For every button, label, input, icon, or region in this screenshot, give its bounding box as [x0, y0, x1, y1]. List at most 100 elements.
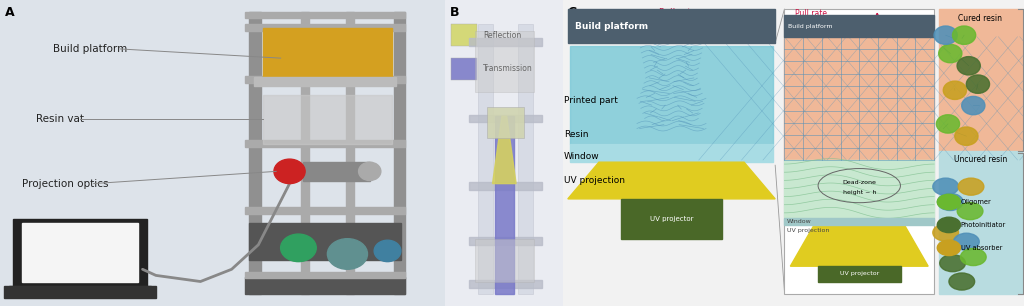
Bar — [394, 12, 406, 294]
Bar — [469, 280, 542, 288]
Polygon shape — [493, 116, 516, 184]
Bar — [469, 115, 542, 122]
Bar — [23, 223, 138, 282]
Text: Transmission: Transmission — [483, 64, 532, 73]
Ellipse shape — [934, 26, 957, 44]
Bar — [245, 207, 406, 214]
Ellipse shape — [358, 162, 381, 181]
Text: Resin vat: Resin vat — [36, 114, 84, 124]
Bar — [570, 46, 773, 144]
Ellipse shape — [967, 75, 989, 93]
Ellipse shape — [943, 81, 967, 99]
Bar — [13, 219, 147, 286]
Text: Reflection: Reflection — [483, 31, 521, 40]
Text: Projection optics: Projection optics — [23, 179, 109, 188]
Ellipse shape — [281, 234, 316, 262]
Ellipse shape — [957, 57, 980, 75]
Circle shape — [937, 194, 961, 210]
Text: Uncured resin: Uncured resin — [953, 155, 1007, 163]
Bar — [9, 286, 152, 294]
Bar — [621, 199, 722, 239]
Ellipse shape — [952, 26, 976, 44]
Circle shape — [953, 233, 979, 250]
Text: Window: Window — [563, 151, 599, 161]
Bar — [570, 144, 773, 162]
Text: B: B — [451, 6, 460, 19]
Circle shape — [937, 193, 964, 211]
Bar — [784, 218, 934, 225]
Bar — [478, 24, 493, 294]
Ellipse shape — [328, 239, 368, 269]
Text: UV projection: UV projection — [786, 228, 829, 233]
Bar — [469, 237, 542, 245]
Bar — [263, 95, 392, 144]
Bar — [469, 38, 542, 46]
Ellipse shape — [939, 44, 962, 63]
Text: Oligomer: Oligomer — [961, 199, 991, 205]
Circle shape — [937, 217, 961, 233]
Bar — [250, 223, 400, 260]
Text: Cured resin: Cured resin — [958, 14, 1002, 23]
Text: Build platform: Build platform — [574, 21, 648, 31]
Bar — [818, 266, 901, 282]
Circle shape — [961, 248, 986, 266]
Bar — [250, 12, 260, 294]
Bar — [245, 277, 406, 294]
Circle shape — [957, 203, 983, 220]
Bar — [469, 182, 542, 190]
Bar — [452, 24, 477, 46]
Text: Build platform: Build platform — [53, 44, 128, 54]
Bar — [245, 12, 406, 18]
Bar — [245, 140, 406, 147]
Text: A: A — [4, 6, 14, 19]
Circle shape — [937, 240, 961, 256]
Ellipse shape — [936, 115, 959, 133]
Text: Printed part: Printed part — [563, 96, 617, 106]
Bar — [784, 37, 934, 160]
Circle shape — [940, 255, 966, 272]
Ellipse shape — [962, 96, 985, 115]
Circle shape — [933, 178, 958, 195]
Circle shape — [949, 273, 975, 290]
Bar — [567, 9, 775, 43]
Bar — [784, 160, 934, 217]
Text: Build platform: Build platform — [788, 24, 833, 28]
Bar — [4, 286, 156, 298]
Bar — [518, 24, 532, 294]
Bar — [939, 151, 1022, 294]
Bar — [495, 116, 514, 294]
Text: UV projector: UV projector — [840, 271, 879, 276]
Circle shape — [933, 224, 958, 241]
Bar — [475, 31, 534, 92]
Text: Resin: Resin — [563, 130, 588, 139]
Bar — [486, 107, 524, 138]
Text: Window: Window — [786, 219, 811, 224]
Polygon shape — [567, 162, 775, 199]
Bar — [346, 12, 354, 294]
Ellipse shape — [274, 159, 305, 184]
Bar — [245, 272, 406, 278]
Ellipse shape — [374, 240, 401, 262]
Bar — [475, 239, 534, 282]
Bar — [784, 9, 934, 294]
Text: Pull rate: Pull rate — [659, 8, 697, 17]
Circle shape — [958, 178, 984, 195]
Text: Dead-zone: Dead-zone — [843, 180, 877, 185]
Text: UV absorber: UV absorber — [961, 245, 1002, 251]
Bar — [245, 76, 406, 83]
Text: height ~ h: height ~ h — [843, 190, 876, 195]
Text: UV projector: UV projector — [650, 216, 693, 222]
Bar — [303, 162, 370, 181]
Bar — [263, 28, 392, 80]
Text: Photoinitiator: Photoinitiator — [961, 222, 1007, 228]
Text: C: C — [567, 6, 577, 19]
Text: Pull rate: Pull rate — [795, 9, 826, 18]
Text: UV projection: UV projection — [563, 176, 625, 185]
Bar — [301, 12, 309, 294]
Ellipse shape — [954, 127, 978, 145]
Bar — [254, 76, 396, 86]
Bar — [245, 24, 406, 31]
Bar — [784, 15, 934, 37]
Bar — [452, 58, 477, 80]
Bar — [939, 9, 1022, 151]
